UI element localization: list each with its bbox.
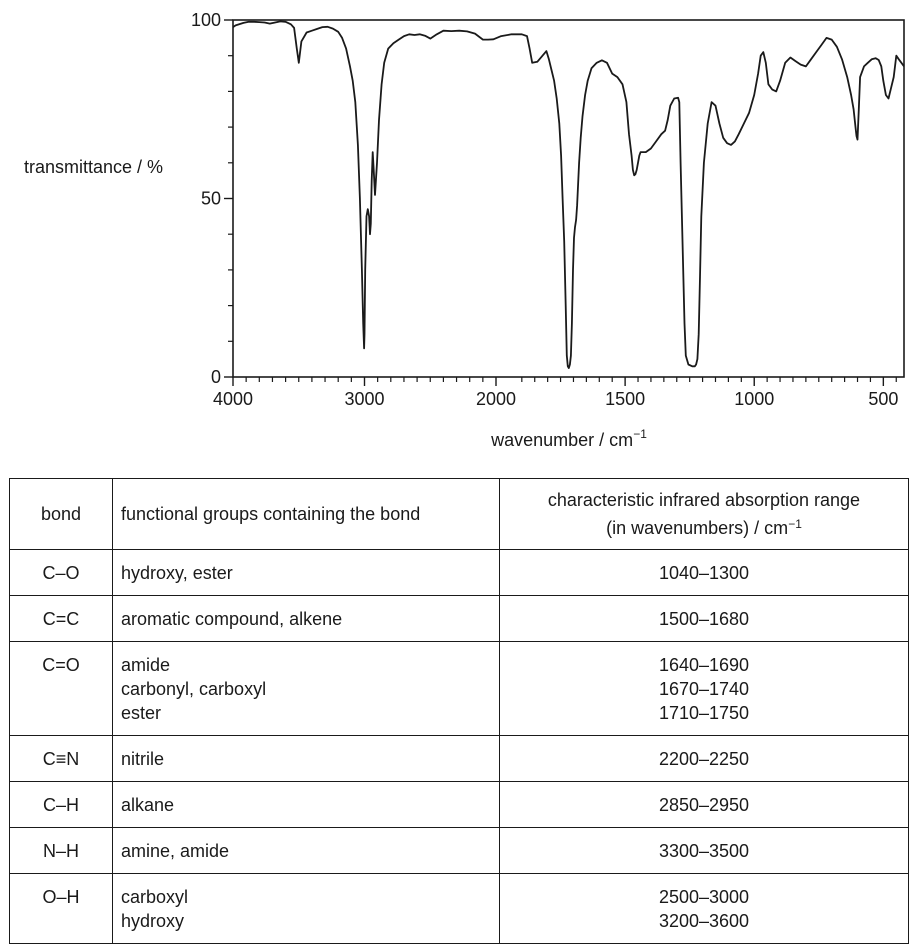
absorption-range-text: 1500–1680	[658, 609, 750, 629]
x-axis-title-superscript: −1	[633, 427, 647, 441]
absorption-range-text: 2500–3000	[658, 887, 750, 907]
table-row: C=C aromatic compound, alkene 1500–1680	[9, 595, 909, 642]
absorption-range-text: 3200–3600	[658, 911, 750, 931]
cell-absorption-range: 1640–1690 1670–1740 1710–1750	[499, 641, 909, 736]
cell-functional-groups: aromatic compound, alkene	[112, 595, 500, 642]
table-header-row: bond functional groups containing the bo…	[9, 478, 909, 550]
table-row: C=O amide carbonyl, carboxyl ester 1640–1690…	[9, 641, 909, 736]
table-body: C–O hydroxy, ester 1040–1300 C=C aromatic co…	[9, 549, 909, 944]
cell-absorption-range: 1040–1300	[499, 549, 909, 596]
cell-absorption-range: 3300–3500	[499, 827, 909, 874]
cell-bond: C=O	[9, 641, 113, 736]
cell-bond: C=C	[9, 595, 113, 642]
cell-functional-groups: amide carbonyl, carboxyl ester	[112, 641, 500, 736]
ir-absorption-table: bond functional groups containing the bo…	[9, 478, 909, 944]
absorption-range-text: 1040–1300	[658, 563, 750, 583]
table-row: C–H alkane 2850–2950	[9, 781, 909, 828]
x-axis-title: wavenumber / cm−1	[490, 427, 647, 450]
header-range-line2: (in wavenumbers) / cm−1	[504, 512, 904, 540]
cell-bond: N–H	[9, 827, 113, 874]
cell-absorption-range: 2200–2250	[499, 735, 909, 782]
functional-group-text: carbonyl, carboxyl	[121, 679, 267, 699]
cell-absorption-range: 2850–2950	[499, 781, 909, 828]
ir-spectrum-chart: transmittance / % 4000 3000 2000 1500 1000 50…	[24, 10, 905, 450]
header-range-line1: characteristic infrared absorption range	[547, 490, 861, 510]
cell-bond: C–H	[9, 781, 113, 828]
y-tick-label: 50	[201, 189, 221, 209]
y-tick-label: 100	[191, 10, 221, 30]
cell-bond: O–H	[9, 873, 113, 944]
header-functional-groups: functional groups containing the bond	[112, 478, 500, 550]
y-tick-label: 0	[211, 367, 221, 387]
functional-group-text: hydroxy, ester	[121, 563, 233, 583]
plot-frame	[232, 19, 905, 378]
cell-functional-groups: amine, amide	[112, 827, 500, 874]
functional-group-text: amine, amide	[121, 841, 230, 861]
x-tick-labels: 4000 3000 2000 1500 1000 500	[213, 389, 898, 409]
table-row: N–H amine, amide 3300–3500	[9, 827, 909, 874]
functional-group-text: carboxyl	[121, 887, 189, 907]
functional-group-text: ester	[121, 703, 162, 723]
x-tick-label: 500	[868, 389, 898, 409]
cell-absorption-range: 2500–3000 3200–3600	[499, 873, 909, 944]
functional-group-text: nitrile	[121, 749, 165, 769]
cell-functional-groups: carboxyl hydroxy	[112, 873, 500, 944]
x-tick-label: 2000	[476, 389, 516, 409]
header-range-line2-text: (in wavenumbers) / cm	[606, 518, 789, 538]
cell-functional-groups: nitrile	[112, 735, 500, 782]
absorption-range-text: 1710–1750	[658, 703, 750, 723]
axis-ticks	[224, 19, 897, 386]
spectrum-trace	[232, 20, 905, 369]
functional-group-text: alkane	[121, 795, 175, 815]
absorption-range-text: 2200–2250	[658, 749, 750, 769]
absorption-range-text: 3300–3500	[658, 841, 750, 861]
header-absorption-range: characteristic infrared absorption range…	[499, 478, 909, 550]
absorption-range-text: 2850–2950	[658, 795, 750, 815]
functional-group-text: aromatic compound, alkene	[121, 609, 343, 629]
table-row: C–O hydroxy, ester 1040–1300	[9, 549, 909, 596]
y-axis-title: transmittance / %	[24, 157, 163, 177]
header-range-superscript: −1	[788, 517, 802, 531]
cell-bond: C–O	[9, 549, 113, 596]
x-axis-title-text: wavenumber / cm	[490, 430, 633, 450]
absorption-range-text: 1640–1690	[658, 655, 750, 675]
table-row: O–H carboxyl hydroxy 2500–3000 3200–3600	[9, 873, 909, 944]
cell-bond: C≡N	[9, 735, 113, 782]
x-tick-label: 3000	[344, 389, 384, 409]
table-row: C≡N nitrile 2200–2250	[9, 735, 909, 782]
cell-absorption-range: 1500–1680	[499, 595, 909, 642]
functional-group-text: amide	[121, 655, 171, 675]
header-bond: bond	[9, 478, 113, 550]
x-tick-label: 1500	[605, 389, 645, 409]
y-tick-labels: 0 50 100	[191, 10, 221, 387]
absorption-range-text: 1670–1740	[658, 679, 750, 699]
cell-functional-groups: hydroxy, ester	[112, 549, 500, 596]
x-tick-label: 4000	[213, 389, 253, 409]
x-tick-label: 1000	[734, 389, 774, 409]
functional-group-text: hydroxy	[121, 911, 185, 931]
cell-functional-groups: alkane	[112, 781, 500, 828]
